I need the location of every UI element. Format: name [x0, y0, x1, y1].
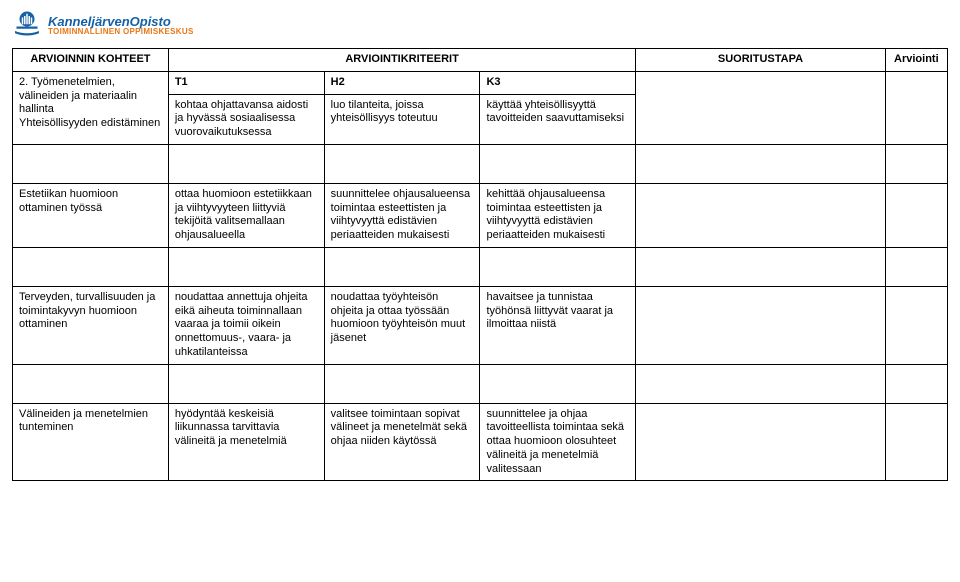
level-h2: H2 — [324, 71, 480, 94]
brand-tagline: TOIMINNALLINEN OPPIMISKESKUS — [48, 28, 194, 36]
row1-label: Yhteisöllisyyden edistäminen — [19, 117, 160, 129]
arviointi-cell-2 — [885, 183, 947, 247]
row3-t1: noudattaa annettuja ohjeita eikä aiheuta… — [168, 286, 324, 364]
row1-h2: luo tilanteita, joissa yhteisöllisyys to… — [324, 94, 480, 144]
suoritustapa-cell-3 — [636, 286, 885, 364]
row-4: Välineiden ja menetelmien tunteminen hyö… — [13, 403, 948, 481]
row3-label: Terveyden, turvallisuuden ja toimintakyv… — [13, 286, 169, 364]
suoritustapa-cell-4 — [636, 403, 885, 481]
logo-text-block: KanneljärvenOpisto TOIMINNALLINEN OPPIMI… — [48, 15, 194, 36]
criteria-table: ARVIOINNIN KOHTEET ARVIOINTIKRITEERIT SU… — [12, 48, 948, 481]
row4-k3: suunnittelee ja ohjaa tavoitteellista to… — [480, 403, 636, 481]
section-heading-cell: 2. Työmenetelmien, välineiden ja materia… — [13, 71, 169, 144]
row4-h2: valitsee toimintaan sopivat välineet ja … — [324, 403, 480, 481]
level-k3: K3 — [480, 71, 636, 94]
header-arviointi: Arviointi — [885, 49, 947, 72]
row4-t1: hyödyntää keskeisiä liikunnassa tarvitta… — [168, 403, 324, 481]
logo-mark-icon — [12, 10, 42, 40]
table-header-row: ARVIOINNIN KOHTEET ARVIOINTIKRITEERIT SU… — [13, 49, 948, 72]
arviointi-cell-4 — [885, 403, 947, 481]
row2-label: Estetiikan huomioon ottaminen työssä — [13, 183, 169, 247]
suoritustapa-cell-1 — [636, 71, 885, 144]
level-t1: T1 — [168, 71, 324, 94]
row3-h2: noudattaa työyhteisön ohjeita ja ottaa t… — [324, 286, 480, 364]
document-page: KanneljärvenOpisto TOIMINNALLINEN OPPIMI… — [0, 0, 960, 582]
brand-name: KanneljärvenOpisto — [48, 15, 194, 28]
spacer-3 — [13, 364, 948, 403]
row4-label: Välineiden ja menetelmien tunteminen — [13, 403, 169, 481]
spacer-2 — [13, 247, 948, 286]
spacer-1 — [13, 144, 948, 183]
header-kriteerit: ARVIOINTIKRITEERIT — [168, 49, 636, 72]
row-2: Estetiikan huomioon ottaminen työssä ott… — [13, 183, 948, 247]
section-heading: 2. Työmenetelmien, välineiden ja materia… — [19, 76, 137, 116]
header-kohteet: ARVIOINNIN KOHTEET — [13, 49, 169, 72]
section-level-row: 2. Työmenetelmien, välineiden ja materia… — [13, 71, 948, 94]
row2-h2: suunnittelee ohjausalueensa toimintaa es… — [324, 183, 480, 247]
row3-k3: havaitsee ja tunnistaa työhönsä liittyvä… — [480, 286, 636, 364]
brand-logo: KanneljärvenOpisto TOIMINNALLINEN OPPIMI… — [12, 10, 948, 40]
arviointi-cell-1 — [885, 71, 947, 144]
arviointi-cell-3 — [885, 286, 947, 364]
row2-t1: ottaa huomioon estetiikkaan ja viihtyvyy… — [168, 183, 324, 247]
row1-t1: kohtaa ohjattavansa aidosti ja hyvässä s… — [168, 94, 324, 144]
row2-k3: kehittää ohjausalueensa toimintaa esteet… — [480, 183, 636, 247]
row1-k3: käyttää yhteisöllisyyttä tavoitteiden sa… — [480, 94, 636, 144]
row-3: Terveyden, turvallisuuden ja toimintakyv… — [13, 286, 948, 364]
suoritustapa-cell-2 — [636, 183, 885, 247]
header-suoritustapa: SUORITUSTAPA — [636, 49, 885, 72]
